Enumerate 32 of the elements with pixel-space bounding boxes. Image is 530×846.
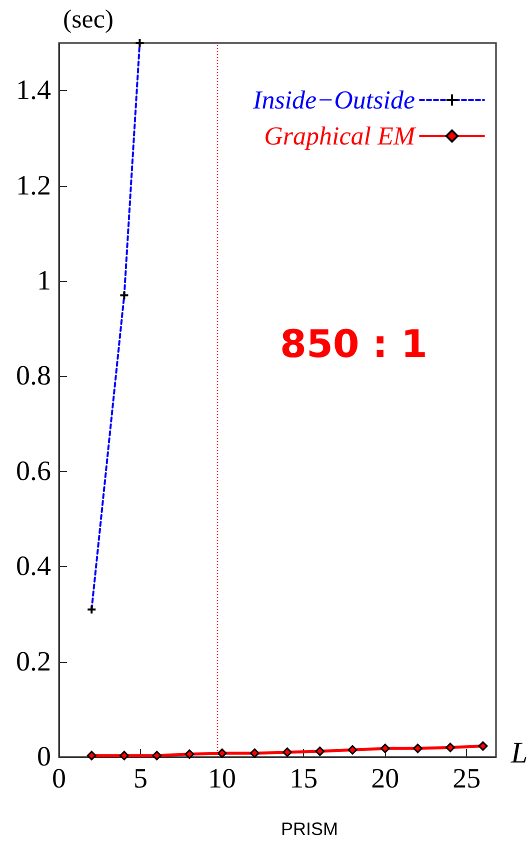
legend-label: Inside−Outside xyxy=(252,86,415,114)
point xyxy=(217,748,227,758)
point xyxy=(478,741,488,751)
y-tick-label: 1.4 xyxy=(16,75,51,106)
point xyxy=(446,742,456,752)
y-tick-label: 0.2 xyxy=(16,646,51,678)
point xyxy=(412,744,422,754)
x-axis-title: L xyxy=(510,736,528,770)
point xyxy=(250,748,260,758)
x-tick-label: 15 xyxy=(290,764,318,794)
point xyxy=(348,745,358,755)
y-tick-label: 0.8 xyxy=(16,360,51,392)
y-tick-label: 0 xyxy=(37,742,51,772)
y-tick-label: 1.2 xyxy=(16,170,51,202)
point xyxy=(119,750,129,760)
x-tick-label: 25 xyxy=(452,764,481,794)
point xyxy=(282,747,292,757)
annotation: 850 : 1 xyxy=(280,322,428,366)
y-tick-label: 1 xyxy=(37,266,51,296)
point xyxy=(184,749,194,759)
point xyxy=(86,750,96,760)
point xyxy=(380,744,390,754)
point xyxy=(152,750,162,760)
y-axis-title: (sec) xyxy=(63,4,114,34)
y-tick-label: 0.6 xyxy=(16,456,51,487)
point xyxy=(315,746,325,756)
x-tick-label: 10 xyxy=(208,764,236,794)
x-tick-label: 5 xyxy=(134,764,148,794)
y-tick-label: 0.4 xyxy=(16,551,51,582)
legend-label: Graphical EM xyxy=(264,122,416,150)
text: PRISM xyxy=(280,819,338,839)
x-tick-label: 20 xyxy=(371,764,400,794)
